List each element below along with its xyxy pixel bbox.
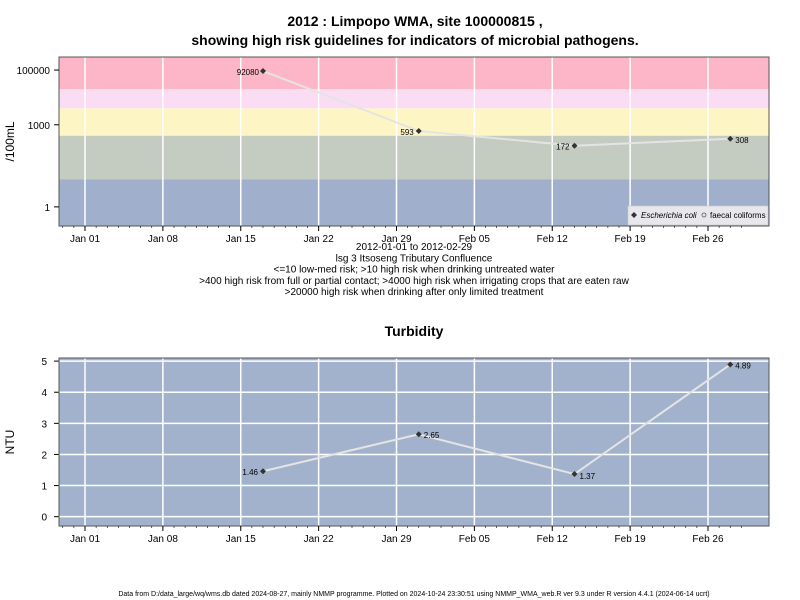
data-point bbox=[571, 142, 578, 149]
plot-frame bbox=[58, 357, 770, 527]
data-label: 4.89 bbox=[735, 362, 751, 371]
data-label: 1.37 bbox=[580, 472, 596, 481]
plot-background bbox=[59, 358, 769, 526]
x-tick-label: Jan 08 bbox=[148, 234, 178, 245]
y-axis-label: NTU bbox=[3, 430, 17, 455]
caption-line: 2012-01-01 to 2012-02-29 bbox=[356, 242, 473, 253]
x-tick-label: Jan 22 bbox=[304, 234, 334, 245]
x-tick-label: Feb 05 bbox=[459, 234, 491, 245]
y-tick-label: 3 bbox=[41, 419, 47, 430]
data-point bbox=[260, 468, 266, 475]
caption-line: lsg 3 Itsoseng Tributary Confluence bbox=[336, 253, 493, 264]
legend-box bbox=[627, 205, 769, 226]
y-tick-label: 1 bbox=[44, 203, 50, 214]
y-tick-label: 0 bbox=[41, 513, 47, 524]
chart-title: 2012 : Limpopo WMA, site 100000815 , bbox=[287, 13, 542, 29]
series-line bbox=[262, 363, 731, 476]
x-tick-label: Jan 15 bbox=[226, 534, 256, 545]
data-label: 172 bbox=[556, 143, 570, 152]
x-tick-label: Jan 22 bbox=[304, 534, 334, 545]
x-tick-label: Feb 26 bbox=[692, 234, 724, 245]
data-label: 2.65 bbox=[424, 431, 440, 440]
legend-marker bbox=[631, 212, 637, 218]
caption-line: >400 high risk from full or partial cont… bbox=[199, 276, 629, 287]
plot-frame bbox=[58, 56, 770, 227]
data-label: 92080 bbox=[237, 68, 260, 77]
data-label: 1.46 bbox=[242, 468, 258, 477]
x-tick-label: Jan 29 bbox=[381, 234, 411, 245]
footer-note: Data from D:/data_large/wq/wms.db dated … bbox=[118, 591, 709, 598]
legend-marker-open bbox=[701, 212, 707, 218]
legend-entry: Escherichia coli bbox=[641, 211, 697, 220]
x-tick-label: Jan 01 bbox=[70, 234, 100, 245]
data-point bbox=[571, 471, 578, 478]
data-label: 308 bbox=[735, 136, 749, 145]
x-tick-label: Feb 05 bbox=[459, 534, 491, 545]
x-tick-label: Feb 12 bbox=[537, 234, 569, 245]
x-tick-label: Feb 12 bbox=[537, 534, 569, 545]
x-tick-label: Jan 15 bbox=[226, 234, 256, 245]
data-point bbox=[260, 68, 266, 75]
data-point bbox=[727, 135, 734, 142]
series-line bbox=[262, 70, 731, 147]
y-axis-label: /100mL bbox=[3, 121, 17, 161]
data-point bbox=[415, 127, 422, 134]
x-tick-label: Jan 08 bbox=[148, 534, 178, 545]
y-tick-label: 5 bbox=[41, 357, 47, 368]
caption-line: >20000 high risk when drinking after onl… bbox=[285, 287, 544, 298]
y-tick-label: 1000 bbox=[28, 121, 51, 132]
y-tick-label: 2 bbox=[41, 450, 47, 461]
x-tick-label: Feb 19 bbox=[615, 534, 647, 545]
y-tick-label: 4 bbox=[41, 388, 47, 399]
x-tick-label: Feb 19 bbox=[615, 234, 647, 245]
data-point bbox=[415, 431, 422, 438]
x-tick-label: Jan 29 bbox=[381, 534, 411, 545]
chart-title-line2: showing high risk guidelines for indicat… bbox=[191, 32, 638, 48]
risk-band bbox=[59, 108, 769, 136]
x-tick-label: Jan 01 bbox=[70, 534, 100, 545]
risk-band bbox=[59, 57, 769, 90]
chart-title: Turbidity bbox=[385, 323, 444, 339]
y-tick-label: 100000 bbox=[17, 66, 51, 77]
x-tick-label: Feb 26 bbox=[692, 534, 724, 545]
y-tick-label: 1 bbox=[41, 482, 47, 493]
legend-entry: faecal coliforms bbox=[710, 211, 766, 220]
data-point bbox=[727, 361, 734, 368]
caption-line: <=10 low-med risk; >10 high risk when dr… bbox=[274, 265, 556, 276]
risk-band bbox=[59, 89, 769, 109]
data-label: 593 bbox=[400, 128, 414, 137]
